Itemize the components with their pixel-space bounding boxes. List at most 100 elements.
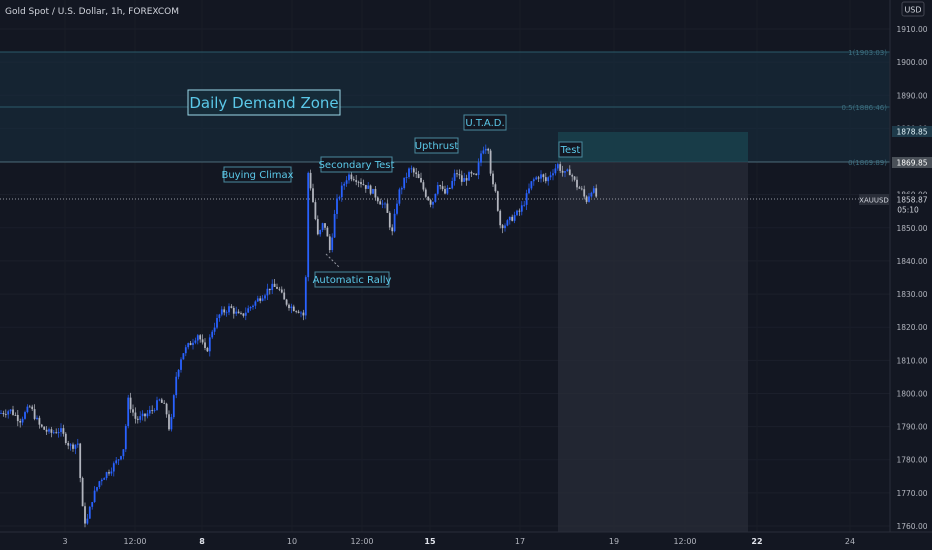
candle-body bbox=[508, 216, 511, 221]
price-axis[interactable]: 1910.001900.001890.001880.001870.001860.… bbox=[896, 25, 927, 531]
annotation-automatic-rally[interactable]: Automatic Rally bbox=[313, 271, 392, 288]
candle-body bbox=[369, 185, 372, 194]
candle-body bbox=[199, 335, 202, 340]
annotation-upthrust[interactable]: Upthrust bbox=[414, 137, 459, 154]
upthrust-label: Upthrust bbox=[415, 141, 459, 152]
candle-body bbox=[136, 418, 139, 420]
candle-body bbox=[28, 406, 31, 408]
candle-body bbox=[391, 227, 394, 232]
candle-body bbox=[429, 200, 432, 205]
candle-body bbox=[559, 164, 562, 171]
symbol-title[interactable]: Gold Spot / U.S. Dollar, 1h, FOREXCOM bbox=[5, 7, 179, 17]
candle-body bbox=[98, 481, 101, 488]
candle-body bbox=[556, 164, 559, 169]
candle-body bbox=[420, 177, 422, 183]
candle-body bbox=[576, 179, 578, 188]
candle-body bbox=[568, 169, 571, 176]
candle-body bbox=[24, 412, 26, 419]
candle-body bbox=[487, 148, 490, 151]
candle-body bbox=[43, 426, 46, 430]
candle-body bbox=[288, 304, 290, 309]
candle-body bbox=[372, 188, 374, 194]
time-tick-label: 17 bbox=[515, 537, 525, 546]
candle-body bbox=[535, 177, 538, 180]
candle-body bbox=[228, 306, 230, 313]
candle-body bbox=[374, 188, 377, 198]
candle-body bbox=[468, 172, 470, 181]
candle-body bbox=[88, 506, 91, 519]
candle-body bbox=[91, 502, 94, 507]
candle-body bbox=[254, 301, 257, 306]
candle-body bbox=[278, 288, 281, 290]
candle-body bbox=[249, 306, 252, 309]
candle-body bbox=[177, 369, 180, 377]
candle-body bbox=[33, 409, 36, 419]
candle-body bbox=[307, 172, 310, 278]
candle-body bbox=[422, 182, 425, 190]
annotation-test[interactable]: Test bbox=[558, 141, 583, 158]
candle-body bbox=[417, 174, 420, 178]
price-tick-label: 1800.00 bbox=[896, 389, 927, 398]
candle-body bbox=[571, 175, 574, 177]
candle-body bbox=[501, 225, 504, 229]
candle-body bbox=[146, 413, 149, 417]
annotation-daily-demand-zone[interactable]: Daily Demand Zone bbox=[187, 89, 341, 116]
price-tick-label: 1780.00 bbox=[896, 456, 927, 465]
candle-body bbox=[134, 412, 137, 419]
candle-body bbox=[52, 432, 55, 434]
candle-body bbox=[424, 189, 427, 197]
candle-body bbox=[240, 313, 242, 315]
candle-body bbox=[48, 429, 50, 432]
time-axis[interactable]: 3 12:00 8 10 12:00 15 17 19 12:00 22 24 bbox=[62, 537, 855, 546]
candle-body bbox=[513, 215, 516, 221]
candle-body bbox=[259, 298, 262, 301]
candle-body bbox=[220, 309, 223, 315]
candle-body bbox=[225, 312, 228, 314]
candle-body bbox=[196, 335, 199, 341]
candle-body bbox=[316, 219, 319, 235]
candle-body bbox=[343, 183, 346, 186]
candle-body bbox=[129, 397, 132, 410]
candle-body bbox=[477, 162, 480, 175]
candle-body bbox=[352, 179, 355, 181]
candle-body bbox=[396, 203, 398, 214]
time-tick-label: 8 bbox=[199, 537, 205, 546]
fib-level-0-label: 0(1869.89) bbox=[848, 159, 887, 167]
candle-body bbox=[304, 277, 307, 316]
price-tick-label: 1830.00 bbox=[896, 290, 927, 299]
annotation-secondary-test[interactable]: Secondary Test bbox=[319, 156, 395, 173]
candle-body bbox=[172, 395, 175, 418]
candle-body bbox=[2, 413, 5, 415]
candle-body bbox=[381, 203, 384, 205]
candle-body bbox=[148, 410, 151, 414]
candle-body bbox=[516, 210, 518, 216]
annotation-buying-climax[interactable]: Buying Climax bbox=[221, 166, 294, 183]
candle-body bbox=[338, 197, 341, 199]
candle-body bbox=[247, 308, 250, 313]
annotation-utad[interactable]: U.T.A.D. bbox=[463, 114, 507, 131]
time-tick-label: 12:00 bbox=[673, 537, 696, 546]
time-tick-label: 22 bbox=[751, 537, 762, 546]
candle-body bbox=[163, 402, 166, 404]
candle-body bbox=[458, 174, 461, 176]
candle-body bbox=[175, 376, 178, 396]
candle-body bbox=[127, 397, 130, 427]
candle-body bbox=[324, 223, 326, 228]
candle-body bbox=[192, 342, 194, 346]
time-tick-label: 10 bbox=[287, 537, 297, 546]
candle-body bbox=[340, 185, 343, 198]
candle-body bbox=[355, 180, 358, 182]
candle-body bbox=[367, 185, 370, 189]
candle-body bbox=[456, 173, 458, 175]
candle-body bbox=[295, 311, 298, 312]
candle-body bbox=[444, 189, 446, 194]
candles bbox=[0, 144, 598, 528]
currency-box[interactable] bbox=[901, 1, 925, 17]
candle-body bbox=[492, 173, 494, 185]
candle-body bbox=[415, 172, 418, 175]
candle-body bbox=[120, 456, 122, 460]
time-tick-label: 12:00 bbox=[123, 537, 146, 546]
candle-body bbox=[182, 353, 185, 360]
candle-body bbox=[319, 230, 322, 235]
